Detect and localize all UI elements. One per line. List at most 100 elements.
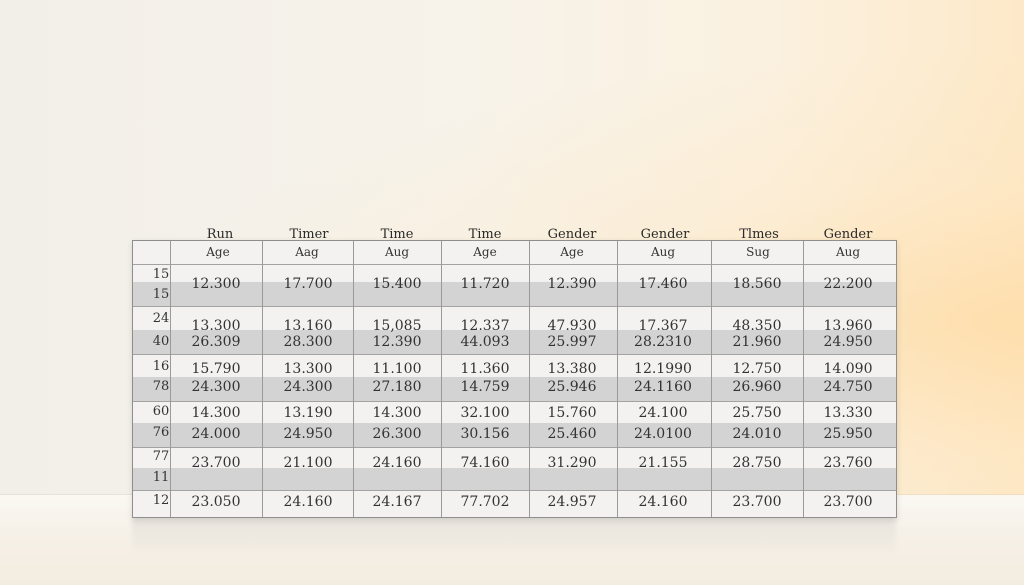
table-cell: 15.760 (547, 405, 597, 421)
table-cell: 13.300 (191, 318, 241, 334)
column-subheader: Aug (384, 245, 410, 259)
table-cell: 24.000 (191, 426, 241, 442)
row-label: 12 (152, 493, 170, 508)
table-cell: 12.1990 (634, 361, 692, 377)
board-reflection (132, 516, 896, 556)
row-divider (133, 401, 896, 402)
row-label: 78 (152, 379, 170, 394)
column-header: Tlmes (739, 227, 779, 242)
column-header: Run (206, 227, 234, 242)
table-cell: 13.300 (283, 361, 333, 377)
column-header: Timer (289, 227, 329, 242)
table-cell: 24.950 (283, 426, 333, 442)
table-cell: 24.300 (283, 379, 333, 395)
column-divider (441, 241, 442, 517)
column-subheader: Aug (835, 245, 861, 259)
table-cell: 23.050 (191, 494, 241, 510)
table-cell: 31.290 (547, 455, 597, 471)
row-label: 60 (152, 404, 170, 419)
table-cell: 21.100 (283, 455, 333, 471)
shaded-band (133, 282, 896, 306)
table-cell: 17.367 (638, 318, 688, 334)
row-label: 11 (152, 470, 170, 485)
column-divider (170, 241, 171, 517)
row-label: 76 (152, 425, 170, 440)
column-header: Gender (547, 227, 597, 242)
table-cell: 23.700 (732, 494, 782, 510)
column-header: Time (468, 227, 502, 242)
table-cell: 26.960 (732, 379, 782, 395)
table-cell: 24.010 (732, 426, 782, 442)
table-cell: 13.330 (823, 405, 873, 421)
table-cell: 12.390 (547, 276, 597, 292)
column-divider (803, 241, 804, 517)
table-cell: 44.093 (460, 334, 510, 350)
table-cell: 14.300 (191, 405, 241, 421)
row-label: 16 (152, 359, 170, 374)
table-cell: 26.309 (191, 334, 241, 350)
table-cell: 12.390 (372, 334, 422, 350)
column-subheader: Age (473, 245, 497, 259)
table-cell: 24.300 (191, 379, 241, 395)
table-cell: 28.2310 (634, 334, 692, 350)
table-cell: 12.337 (460, 318, 510, 334)
table-cell: 24.160 (372, 455, 422, 471)
column-subheader: Aug (650, 245, 676, 259)
column-divider (529, 241, 530, 517)
column-divider (262, 241, 263, 517)
column-subheader: Age (206, 245, 230, 259)
table-cell: 12.300 (191, 276, 241, 292)
table-cell: 32.100 (460, 405, 510, 421)
column-divider (617, 241, 618, 517)
table-cell: 24.167 (372, 494, 422, 510)
table-cell: 11.720 (460, 276, 510, 292)
table-cell: 30.156 (460, 426, 510, 442)
table-cell: 13.160 (283, 318, 333, 334)
row-label: 24 (152, 311, 170, 326)
table-cell: 24.1160 (634, 379, 692, 395)
table-cell: 15.400 (372, 276, 422, 292)
table-cell: 11.360 (460, 361, 510, 377)
row-divider (133, 447, 896, 448)
table-cell: 24.160 (638, 494, 688, 510)
table-cell: 77.702 (460, 494, 510, 510)
shaded-band (133, 377, 896, 401)
table-cell: 24.100 (638, 405, 688, 421)
table-cell: 21.155 (638, 455, 688, 471)
table-cell: 14.090 (823, 361, 873, 377)
row-label: 40 (152, 334, 170, 349)
table-cell: 25.950 (823, 426, 873, 442)
row-divider (133, 354, 896, 355)
table-cell: 47.930 (547, 318, 597, 334)
table-cell: 25.750 (732, 405, 782, 421)
table-cell: 25.460 (547, 426, 597, 442)
table-cell: 24.0100 (634, 426, 692, 442)
column-divider (711, 241, 712, 517)
table-cell: 17.700 (283, 276, 333, 292)
row-divider (133, 490, 896, 491)
table-cell: 23.700 (191, 455, 241, 471)
table-cell: 13.960 (823, 318, 873, 334)
shaded-band (133, 423, 896, 447)
table-cell: 26.300 (372, 426, 422, 442)
table-cell: 24.160 (283, 494, 333, 510)
row-divider (133, 306, 896, 307)
shaded-band (133, 468, 896, 490)
column-subheader: Aag (295, 245, 319, 259)
table-cell: 28.300 (283, 334, 333, 350)
table-cell: 24.750 (823, 379, 873, 395)
table-cell: 25.946 (547, 379, 597, 395)
column-header: Time (380, 227, 414, 242)
row-label: 77 (152, 449, 170, 464)
table-cell: 28.750 (732, 455, 782, 471)
table-cell: 24.950 (823, 334, 873, 350)
table-cell: 24.957 (547, 494, 597, 510)
table-cell: 15.790 (191, 361, 241, 377)
column-subheader: Age (560, 245, 584, 259)
row-divider (133, 264, 896, 265)
table-cell: 22.200 (823, 276, 873, 292)
shaded-band (133, 330, 896, 354)
table-cell: 74.160 (460, 455, 510, 471)
column-header: Gender (640, 227, 690, 242)
table-cell: 11.100 (372, 361, 422, 377)
